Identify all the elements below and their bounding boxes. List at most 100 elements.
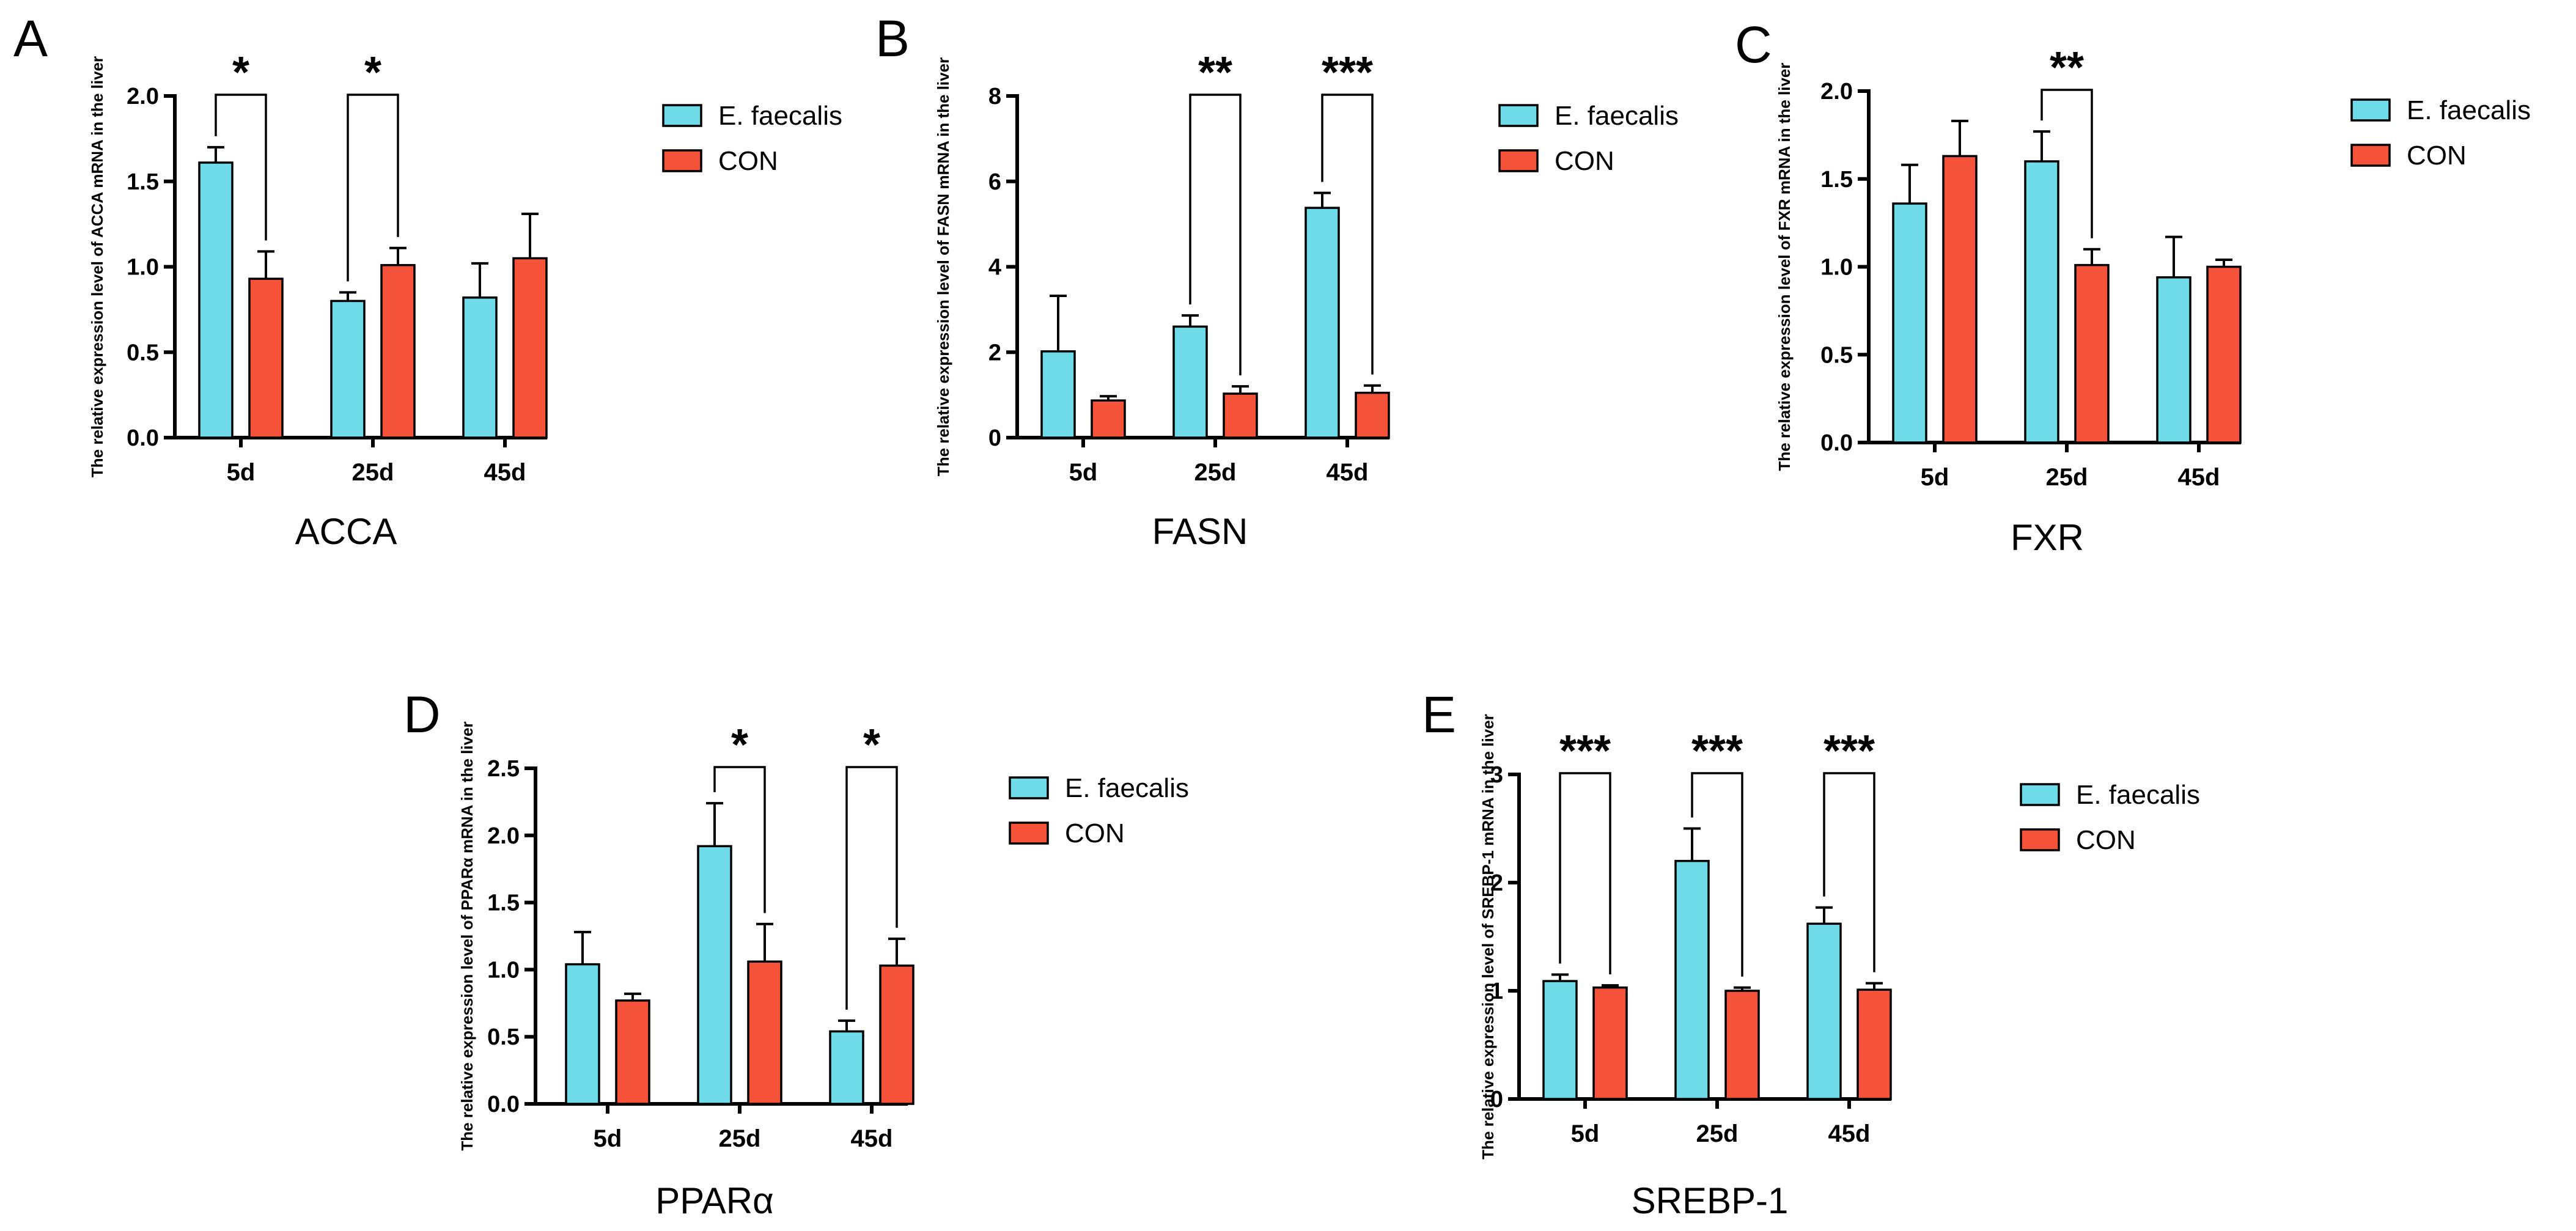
legend-swatch-con — [1009, 821, 1049, 845]
y-tick-label: 0.5 — [1820, 342, 1853, 368]
legend-swatch-e-faecalis — [2350, 98, 2391, 122]
significance-bracket — [845, 766, 898, 1010]
significance-marker: *** — [1823, 727, 1875, 776]
legend-label: CON — [2407, 141, 2467, 171]
chart-panel-b: B 0 2 4 6 8 The relative expression level of F… — [875, 10, 1679, 552]
y-tick-label: 1.5 — [127, 169, 159, 195]
bar-e-faecalis-5d — [1892, 202, 1927, 444]
significance-marker: *** — [1322, 48, 1373, 97]
panel-letter: D — [403, 686, 441, 743]
x-tick-label: 5d — [1921, 464, 1949, 491]
bar-e-faecalis-45d — [1305, 207, 1340, 439]
legend-swatch-con — [2020, 828, 2060, 851]
gene-title: FXR — [2011, 517, 2084, 558]
legend: E. faecalis CON — [2350, 95, 2531, 171]
gene-title: PPARα — [655, 1180, 774, 1221]
chart-panel-d: D 0.0 0.5 1.0 1.5 2.0 2.5 The relative expressi… — [403, 686, 1189, 1221]
x-tick-label: 5d — [1571, 1120, 1600, 1147]
bar-con-5d — [1942, 155, 1978, 444]
x-tick-label: 25d — [719, 1125, 761, 1152]
y-tick-label: 1.0 — [127, 255, 159, 281]
legend: E. faecalis CON — [1498, 101, 1679, 176]
x-tick-label: 5d — [1069, 459, 1098, 486]
y-tick-label: 0.0 — [1820, 430, 1853, 456]
x-tick-label: 45d — [1828, 1120, 1871, 1147]
x-tick-label: 45d — [1327, 459, 1369, 486]
chart-panel-c: C 0.0 0.5 1.0 1.5 2.0 The relative expression … — [1735, 16, 2531, 558]
legend-label: E. faecalis — [2407, 95, 2531, 125]
y-axis-label: The relative expression level of SREBP-1… — [1479, 714, 1497, 1159]
bar-e-faecalis-45d — [829, 1030, 864, 1105]
legend-label: CON — [1555, 146, 1614, 176]
bar-e-faecalis-5d — [1542, 980, 1578, 1100]
bar-con-5d — [1091, 399, 1126, 439]
bar-con-25d — [747, 960, 782, 1105]
x-tick-label: 45d — [2178, 464, 2220, 491]
significance-bracket — [1321, 94, 1374, 375]
bar-e-faecalis-25d — [1674, 859, 1710, 1100]
y-tick-label: 1.0 — [1820, 255, 1853, 281]
significance-bracket — [713, 766, 766, 913]
legend-label: CON — [718, 146, 778, 176]
bar-con-5d — [248, 277, 284, 439]
x-tick-label: 45d — [851, 1125, 893, 1152]
legend-swatch-e-faecalis — [662, 104, 702, 127]
legend-label: E. faecalis — [1065, 773, 1189, 803]
bar-e-faecalis-5d — [1040, 350, 1076, 439]
bar-con-25d — [380, 263, 416, 439]
bar-e-faecalis-45d — [2156, 276, 2191, 444]
bar-e-faecalis-25d — [2024, 160, 2059, 444]
y-tick-label: 0.5 — [487, 1024, 520, 1050]
legend-label: CON — [1065, 818, 1125, 848]
y-tick-label: 0 — [988, 425, 1001, 451]
legend-swatch-e-faecalis — [2020, 783, 2060, 806]
significance-marker: ** — [2050, 43, 2084, 92]
bar-con-45d — [512, 257, 548, 439]
y-tick-label: 4 — [988, 255, 1001, 281]
legend-label: E. faecalis — [2076, 780, 2200, 810]
y-tick-label: 1.5 — [1820, 167, 1853, 193]
bar-con-45d — [1355, 391, 1390, 439]
legend-swatch-con — [662, 149, 702, 172]
legend-swatch-e-faecalis — [1498, 104, 1539, 127]
y-axis-label: The relative expression level of FXR mRN… — [1775, 62, 1794, 471]
bar-e-faecalis-5d — [198, 161, 234, 439]
legend-swatch-con — [2350, 144, 2391, 167]
y-tick-label: 8 — [988, 84, 1001, 109]
x-tick-label: 45d — [484, 459, 526, 486]
y-tick-label: 2.0 — [127, 84, 159, 109]
bar-con-25d — [1724, 990, 1760, 1100]
significance-marker: *** — [1691, 727, 1743, 776]
significance-bracket — [1559, 772, 1611, 975]
bar-con-45d — [879, 965, 914, 1105]
x-tick-label: 5d — [594, 1125, 622, 1152]
bar-con-45d — [1857, 988, 1892, 1100]
y-tick-label: 0.5 — [127, 340, 159, 366]
y-tick-label: 2.0 — [487, 823, 520, 849]
y-axis-label: The relative expression level of FASN mR… — [934, 57, 952, 476]
x-tick-label: 25d — [2046, 464, 2088, 491]
y-tick-label: 1 — [1490, 979, 1503, 1004]
bar-e-faecalis-25d — [330, 299, 366, 439]
y-tick-label: 2.0 — [1820, 79, 1853, 105]
bar-con-45d — [2206, 265, 2242, 444]
y-tick-label: 0 — [1490, 1087, 1503, 1112]
significance-bracket — [1691, 772, 1743, 977]
bar-con-25d — [1223, 392, 1258, 439]
significance-marker: * — [731, 721, 748, 770]
x-tick-label: 5d — [227, 459, 256, 486]
significance-marker: * — [863, 721, 880, 770]
gene-title: SREBP-1 — [1632, 1180, 1789, 1221]
bar-e-faecalis-45d — [1806, 922, 1842, 1100]
legend-swatch-con — [1498, 149, 1539, 172]
significance-marker: ** — [1198, 48, 1232, 97]
legend: E. faecalis CON — [2020, 780, 2200, 855]
legend-label: E. faecalis — [1555, 101, 1679, 131]
legend-label: CON — [2076, 825, 2136, 855]
x-tick-label: 25d — [1696, 1120, 1739, 1147]
y-tick-label: 3 — [1490, 762, 1503, 788]
x-tick-label: 25d — [1194, 459, 1237, 486]
legend-swatch-e-faecalis — [1009, 776, 1049, 799]
y-tick-label: 0.0 — [127, 425, 159, 451]
